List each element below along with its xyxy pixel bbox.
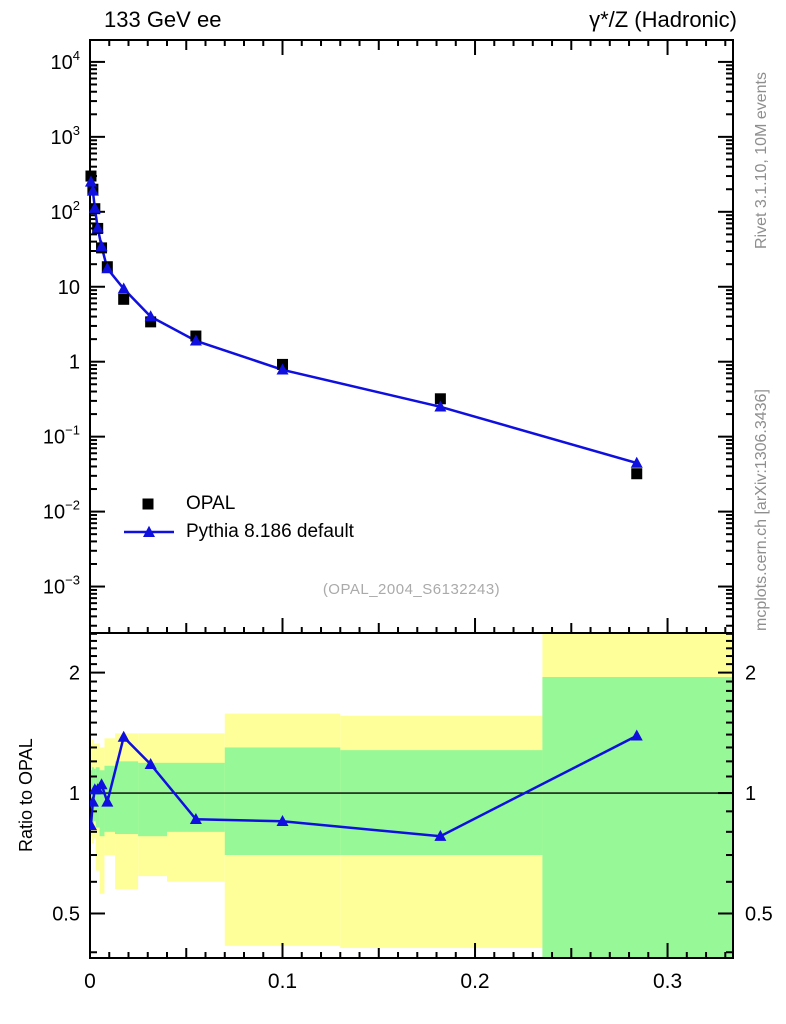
data-point-square: [434, 393, 446, 405]
ratio-point-triangle: [434, 829, 447, 841]
ratio-point-triangle: [276, 814, 289, 826]
legend: OPAL Pythia 8.186 default: [122, 490, 354, 546]
y-tick-label: 10−1: [43, 423, 80, 449]
legend-row-opal: OPAL: [122, 490, 354, 518]
analysis-id-watermark: (OPAL_2004_S6132243): [322, 581, 501, 598]
inner-uncertainty-band: [95, 767, 100, 828]
ratio-point-triangle: [189, 812, 202, 824]
y-tick-label: 1: [69, 352, 80, 374]
mc-point-triangle: [144, 310, 157, 322]
ratio-point-triangle: [90, 795, 99, 807]
process-title: γ*/Z (Hadronic): [589, 7, 737, 32]
ratio-axis-title: Ratio to OPAL: [16, 738, 36, 852]
mc-point-triangle: [630, 456, 643, 468]
legend-row-pythia: Pythia 8.186 default: [122, 518, 354, 546]
ratio-tick-label-left: 2: [69, 663, 80, 685]
y-tick-label: 103: [51, 123, 80, 149]
ratio-point-triangle: [144, 757, 157, 769]
inner-uncertainty-band: [224, 747, 341, 856]
inner-uncertainty-band: [138, 762, 168, 837]
x-tick-label: 0: [84, 970, 96, 993]
inner-uncertainty-band: [542, 677, 733, 958]
data-point-square: [118, 293, 130, 305]
ratio-panel-frame: [89, 632, 734, 959]
ratio-tick-label-left: 1: [69, 783, 80, 805]
mc-point-triangle: [101, 262, 114, 274]
mc-point-triangle: [276, 363, 289, 375]
data-point-square: [145, 316, 157, 328]
x-tick-label: 0.1: [268, 970, 297, 993]
ratio-point-triangle: [90, 819, 97, 831]
mc-point-triangle: [189, 334, 202, 346]
uncertainty-bands-group: [90, 633, 733, 958]
mcplots-reference-annotation: mcplots.cern.ch [arXiv:1306.3436]: [753, 389, 770, 631]
mc-point-triangle: [84, 175, 97, 187]
data-point-square: [631, 468, 643, 480]
ratio-tick-label-left: 0.5: [52, 903, 80, 925]
x-tick-label: 0.3: [653, 970, 682, 993]
inner-uncertainty-band: [99, 770, 105, 837]
y-tick-label: 102: [51, 198, 80, 224]
x-tick-label: 0.2: [460, 970, 489, 993]
inner-uncertainty-band: [115, 761, 139, 835]
legend-label-pythia: Pythia 8.186 default: [186, 521, 354, 542]
ratio-point-triangle: [95, 778, 108, 790]
y-tick-label: 104: [51, 48, 80, 74]
ratio-point-triangle: [117, 730, 130, 742]
opal-square-marker-icon: [142, 498, 154, 510]
ratio-tick-label-right: 0.5: [745, 903, 773, 925]
mc-point-triangle: [434, 400, 447, 412]
y-tick-label: 10−2: [43, 498, 80, 524]
beam-energy-title: 133 GeV ee: [104, 7, 222, 32]
mc-prediction-line: [89, 181, 638, 465]
mc-point-triangle: [91, 221, 104, 233]
mc-point-triangle: [88, 201, 101, 213]
pythia-triangle-line-marker-icon: [124, 525, 174, 537]
mc-point-triangle: [95, 240, 108, 252]
rivet-version-annotation: Rivet 3.1.10, 10M events: [753, 72, 770, 249]
ratio-point-triangle: [101, 795, 114, 807]
ratio-series-group: [90, 729, 643, 841]
inner-uncertainty-band: [104, 765, 116, 832]
mc-point-triangle: [86, 184, 99, 196]
legend-label-opal: OPAL: [186, 493, 236, 514]
ratio-tick-label-right: 1: [745, 783, 756, 805]
ratio-point-triangle: [630, 729, 643, 741]
y-tick-label: 10: [58, 277, 80, 299]
main-series-group: [84, 170, 643, 480]
mc-point-triangle: [117, 282, 130, 294]
ratio-tick-label-right: 2: [745, 663, 756, 685]
y-tick-label: 10−3: [43, 573, 80, 599]
